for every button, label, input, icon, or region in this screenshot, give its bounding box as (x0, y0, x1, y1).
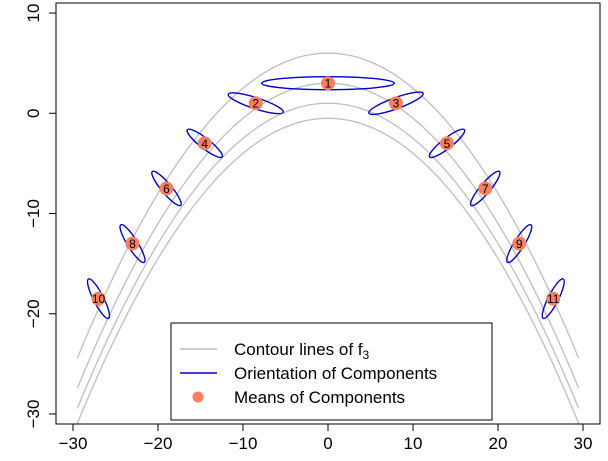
x-tick-label: −10 (229, 434, 258, 453)
contour-line-3 (76, 102, 580, 409)
y-tick-label: −30 (24, 400, 43, 429)
component-mean-label-2: 2 (252, 97, 259, 111)
legend: Contour lines of f3 Orientation of Compo… (170, 322, 493, 421)
y-axis: −30 −20 −10 0 10 (24, 4, 57, 429)
component-mean-label-11: 11 (547, 292, 560, 306)
x-tick-label: −30 (59, 434, 88, 453)
y-tick-label: 0 (24, 109, 43, 118)
x-tick-label: 10 (404, 434, 423, 453)
component-mean-label-6: 6 (163, 182, 170, 196)
y-tick-label: −10 (24, 199, 43, 228)
component-mean-9 (512, 236, 527, 251)
legend-label-means: Means of Components (234, 388, 405, 407)
component-mean-label-5: 5 (444, 137, 451, 151)
x-tick-label: 20 (489, 434, 508, 453)
x-tick-label: 30 (574, 434, 593, 453)
contour-line-4 (76, 117, 580, 424)
component-mean-label-3: 3 (393, 97, 400, 111)
x-tick-label: −20 (144, 434, 173, 453)
component-mean-label-10: 10 (92, 292, 106, 306)
component-mean-label-4: 4 (201, 137, 208, 151)
legend-box (170, 322, 493, 421)
component-mean-10 (91, 291, 106, 306)
y-tick-label: −20 (24, 299, 43, 328)
component-mean-label-9: 9 (516, 237, 523, 251)
x-tick-label: 0 (323, 434, 332, 453)
legend-label-contour: Contour lines of f3 (234, 340, 370, 362)
x-axis: −30 −20 −10 0 10 20 30 (59, 423, 593, 453)
component-mean-6 (159, 181, 174, 196)
component-mean-8 (125, 236, 140, 251)
component-mean-2 (248, 96, 263, 111)
y-tick-label: 10 (24, 4, 43, 23)
legend-label-contour-sub: 3 (363, 348, 370, 362)
component-means: 1 2 3 4 5 6 7 8 9 10 11 (91, 76, 561, 306)
component-mean-label-7: 7 (482, 182, 489, 196)
component-mean-3 (389, 96, 403, 111)
component-mean-7 (478, 181, 493, 196)
component-mean-label-1: 1 (325, 77, 332, 91)
legend-label-orientation: Orientation of Components (234, 364, 437, 383)
component-mean-1 (321, 76, 335, 91)
legend-swatch-means (192, 391, 204, 403)
component-mean-label-8: 8 (129, 237, 136, 251)
legend-label-contour-main: Contour lines of f (234, 340, 363, 359)
component-mean-4 (197, 136, 212, 151)
component-mean-11 (546, 291, 561, 306)
component-mean-5 (440, 136, 454, 151)
